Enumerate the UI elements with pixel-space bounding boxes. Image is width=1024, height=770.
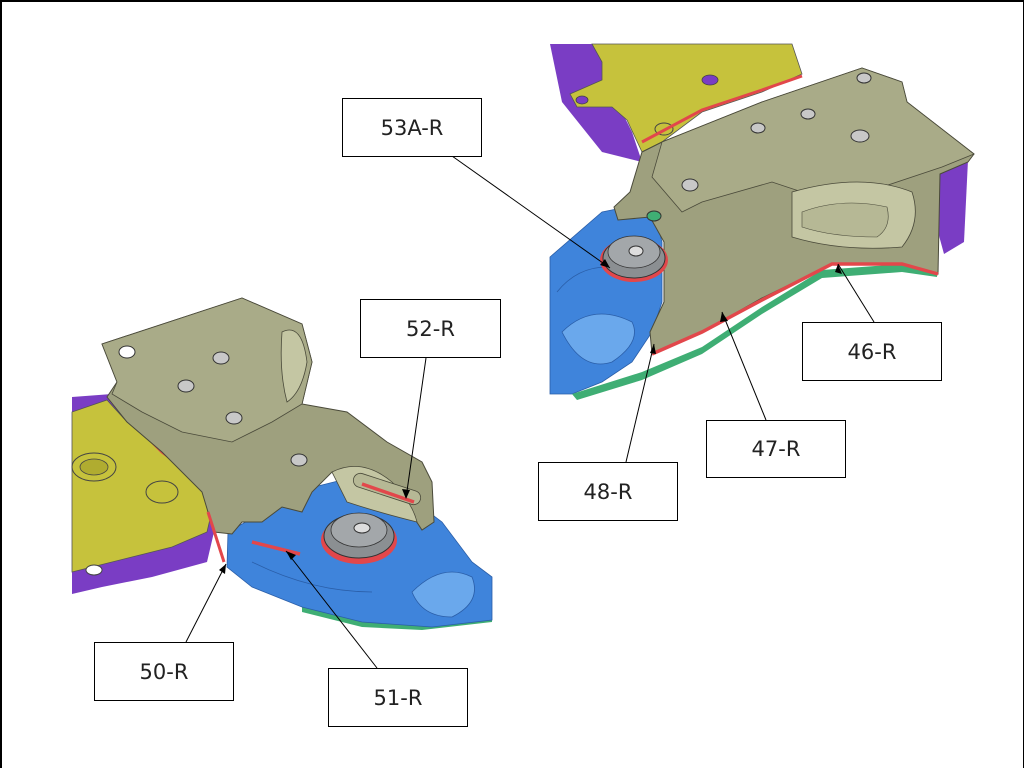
right-green-strip xyxy=(572,264,937,400)
leader-47 xyxy=(721,311,767,421)
leader-50 xyxy=(185,563,227,643)
arrow-51 xyxy=(286,551,296,560)
arrow-46 xyxy=(835,264,842,274)
arrow-50 xyxy=(219,564,226,574)
leader-lines xyxy=(185,155,875,669)
leader-52 xyxy=(405,357,427,499)
right-seal-lower xyxy=(651,262,939,356)
left-seal-50 xyxy=(206,511,226,563)
callout-48-r: 48-R xyxy=(538,462,678,521)
right-seal-top xyxy=(641,74,803,144)
leader-51 xyxy=(285,550,378,669)
callout-52-r: 52-R xyxy=(360,299,501,358)
callout-46-r: 46-R xyxy=(802,322,942,381)
left-seal-51 xyxy=(251,540,301,556)
leader-48 xyxy=(625,343,655,463)
right-view xyxy=(549,43,978,400)
callout-53a-r: 53A-R xyxy=(342,98,482,157)
callout-47-r: 47-R xyxy=(706,420,846,478)
arrow-48 xyxy=(650,344,656,354)
left-seal-52 xyxy=(361,482,415,504)
leader-53a xyxy=(451,155,611,269)
callout-51-r: 51-R xyxy=(328,668,468,727)
leader-46 xyxy=(837,263,875,323)
callout-50-r: 50-R xyxy=(94,642,234,701)
right-purple-right xyxy=(938,160,968,254)
arrow-47 xyxy=(720,312,728,322)
arrow-53a xyxy=(600,259,610,268)
left-view xyxy=(71,297,494,630)
arrow-52 xyxy=(402,489,410,499)
leader-arrowheads xyxy=(219,259,842,574)
